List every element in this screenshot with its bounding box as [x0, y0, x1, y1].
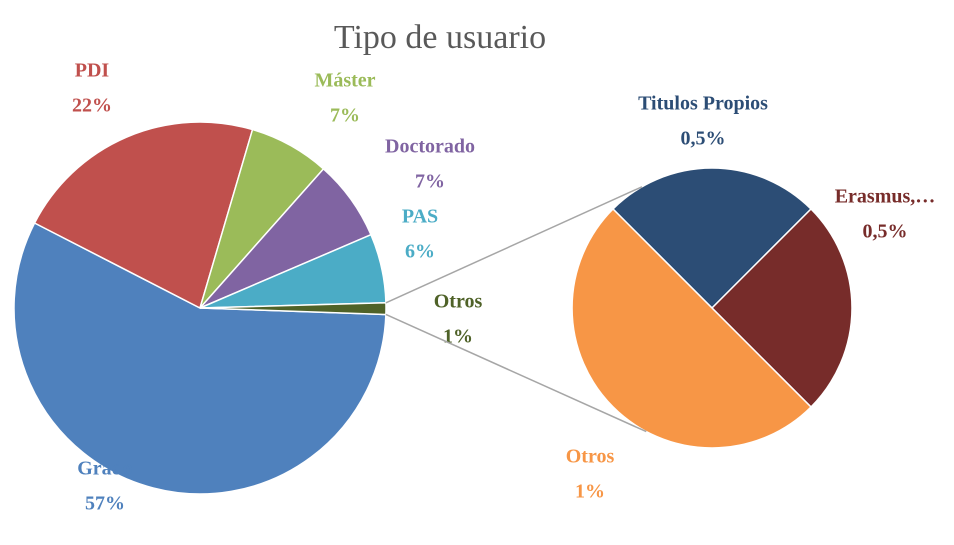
slice-label: PDI: [75, 60, 110, 82]
slice-value-label: 22%: [72, 95, 112, 117]
pie-slice: [571, 207, 813, 449]
slice-value-label: 0,5%: [681, 128, 726, 150]
pie-slice: [13, 221, 387, 495]
slice-value-label: 0,5%: [863, 221, 908, 243]
slice-value-label: 1%: [575, 481, 605, 503]
slice-value-label: 1%: [443, 326, 473, 348]
slice-label: Máster: [314, 70, 375, 92]
pie-slice: [611, 167, 813, 310]
pie-slice: [33, 121, 254, 310]
slice-label: Doctorado: [385, 136, 475, 158]
slice-value-label: 6%: [405, 241, 435, 263]
slice-label: Titulos Propios: [638, 93, 768, 115]
slice-label: Erasmus,…: [835, 186, 936, 208]
slice-value-label: 7%: [415, 171, 445, 193]
slice-label: Grado: [77, 458, 133, 480]
slice-label: Otros: [434, 291, 483, 313]
slice-value-label: 7%: [330, 105, 360, 127]
slice-value-label: 57%: [85, 493, 125, 515]
chart-title: Tipo de usuario: [334, 19, 546, 56]
connector-line: [385, 186, 643, 304]
slice-label: Otros: [566, 446, 615, 468]
slice-label: PAS: [402, 206, 438, 228]
pie-slice: [199, 302, 387, 316]
pie-slice: [710, 207, 853, 409]
connector-line: [385, 313, 647, 433]
